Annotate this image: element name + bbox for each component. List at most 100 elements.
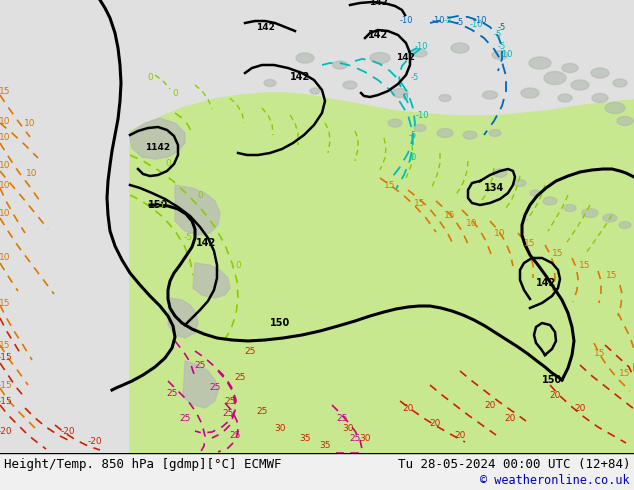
Text: © weatheronline.co.uk: © weatheronline.co.uk — [481, 473, 630, 487]
Ellipse shape — [592, 94, 608, 102]
Text: 10: 10 — [24, 119, 36, 127]
Text: 15: 15 — [606, 270, 618, 279]
Text: 10: 10 — [495, 228, 506, 238]
Text: -15: -15 — [0, 353, 13, 363]
Text: -5: -5 — [494, 30, 502, 40]
Text: 30: 30 — [359, 434, 371, 442]
Text: 25: 25 — [349, 434, 361, 442]
Text: -5: -5 — [456, 19, 464, 27]
Text: 25: 25 — [336, 414, 347, 422]
Text: 20: 20 — [574, 403, 586, 413]
Text: -10: -10 — [469, 21, 482, 29]
Text: -15: -15 — [0, 396, 13, 406]
Text: 20: 20 — [455, 431, 466, 440]
Text: 15: 15 — [524, 239, 536, 247]
Text: 150: 150 — [148, 200, 168, 210]
Text: 20: 20 — [504, 414, 515, 422]
Ellipse shape — [591, 68, 609, 78]
Text: -10: -10 — [415, 111, 429, 120]
Text: -10: -10 — [414, 43, 428, 51]
Ellipse shape — [530, 190, 540, 196]
Text: -5: -5 — [498, 24, 506, 32]
Ellipse shape — [439, 95, 451, 101]
Text: 10: 10 — [0, 161, 11, 170]
Text: -5: -5 — [183, 234, 193, 243]
Text: 15: 15 — [594, 348, 605, 358]
Text: -15: -15 — [0, 381, 13, 390]
Text: -10: -10 — [399, 17, 413, 25]
Text: 20: 20 — [549, 391, 560, 399]
Ellipse shape — [489, 129, 501, 137]
Ellipse shape — [521, 88, 539, 98]
Ellipse shape — [605, 102, 625, 114]
Text: 0: 0 — [147, 74, 153, 82]
Text: -5: -5 — [409, 130, 417, 140]
Text: 0: 0 — [172, 89, 178, 98]
Text: 15: 15 — [0, 298, 11, 308]
Ellipse shape — [564, 204, 576, 212]
Text: 10: 10 — [0, 133, 11, 143]
Text: 10: 10 — [0, 180, 11, 190]
Text: 10: 10 — [26, 169, 38, 177]
Text: 150: 150 — [542, 375, 562, 385]
Text: 25: 25 — [166, 389, 178, 397]
Ellipse shape — [562, 64, 578, 73]
Text: 142: 142 — [536, 278, 556, 288]
Text: -10: -10 — [431, 17, 444, 25]
Text: 15: 15 — [0, 87, 11, 96]
Polygon shape — [183, 361, 218, 408]
Ellipse shape — [332, 61, 347, 69]
Ellipse shape — [392, 89, 408, 98]
Text: 0: 0 — [197, 191, 203, 199]
Text: -20: -20 — [0, 426, 12, 436]
Ellipse shape — [414, 124, 426, 131]
Text: Height/Temp. 850 hPa [gdmp][°C] ECMWF: Height/Temp. 850 hPa [gdmp][°C] ECMWF — [4, 458, 281, 470]
Text: -5: -5 — [155, 200, 164, 210]
Text: Tu 28-05-2024 00:00 UTC (12+84): Tu 28-05-2024 00:00 UTC (12+84) — [398, 458, 630, 470]
Ellipse shape — [582, 209, 598, 218]
Ellipse shape — [617, 117, 633, 125]
Ellipse shape — [264, 79, 276, 87]
Ellipse shape — [413, 49, 427, 57]
Polygon shape — [168, 298, 198, 338]
Text: 25: 25 — [179, 414, 191, 422]
Text: 20: 20 — [429, 418, 441, 427]
Polygon shape — [130, 93, 634, 453]
Text: 10: 10 — [0, 209, 11, 218]
Ellipse shape — [529, 57, 551, 69]
Text: 142: 142 — [290, 72, 310, 82]
Text: 142: 142 — [396, 53, 415, 63]
Ellipse shape — [451, 43, 469, 53]
Text: 0: 0 — [403, 94, 408, 102]
Text: -10: -10 — [499, 50, 513, 59]
Text: 30: 30 — [275, 423, 286, 433]
Polygon shape — [193, 263, 230, 298]
Text: -5: -5 — [411, 74, 419, 82]
Text: 142: 142 — [368, 0, 387, 7]
Text: -5: -5 — [498, 43, 506, 51]
Text: 35: 35 — [320, 441, 331, 449]
Ellipse shape — [388, 119, 402, 127]
Ellipse shape — [310, 88, 320, 94]
Ellipse shape — [492, 50, 508, 59]
Text: 30: 30 — [342, 423, 354, 433]
Text: 1142: 1142 — [145, 144, 171, 152]
Ellipse shape — [437, 128, 453, 138]
Text: -20: -20 — [61, 426, 75, 436]
Ellipse shape — [493, 169, 507, 177]
Text: 150: 150 — [270, 318, 290, 328]
Text: 10: 10 — [466, 219, 478, 227]
Text: 142: 142 — [196, 238, 216, 248]
Text: 15: 15 — [444, 211, 456, 220]
Text: 15: 15 — [579, 261, 591, 270]
Text: -20: -20 — [87, 437, 102, 445]
Text: -10: -10 — [473, 17, 487, 25]
Text: 142: 142 — [256, 24, 275, 32]
Text: 20: 20 — [403, 403, 414, 413]
Ellipse shape — [482, 91, 498, 99]
Polygon shape — [175, 185, 220, 235]
Text: 0: 0 — [410, 153, 416, 163]
Text: 15: 15 — [0, 341, 11, 349]
Ellipse shape — [463, 131, 477, 139]
Text: 25: 25 — [224, 396, 236, 406]
